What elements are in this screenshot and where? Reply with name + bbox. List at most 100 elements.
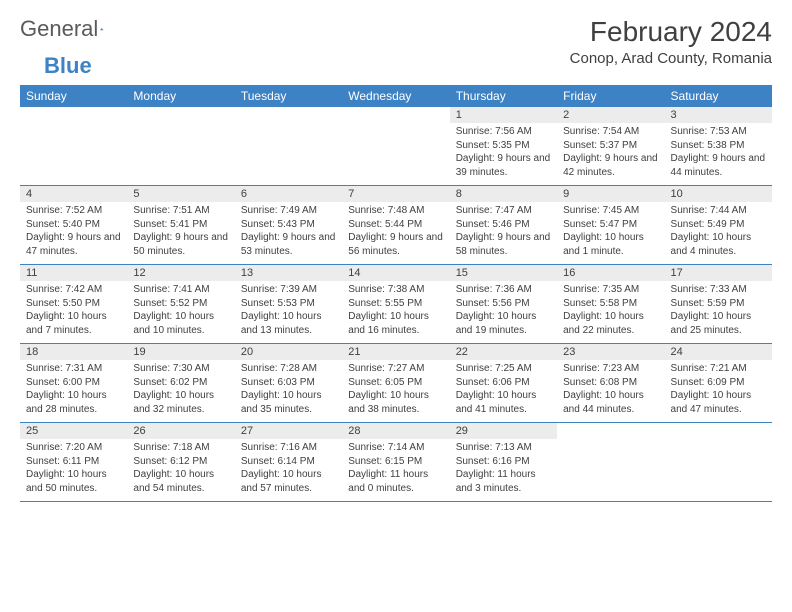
daylight-text: Daylight: 10 hours and 10 minutes. (133, 310, 228, 337)
daylight-text: Daylight: 10 hours and 19 minutes. (456, 310, 551, 337)
daylight-text: Daylight: 9 hours and 56 minutes. (348, 231, 443, 258)
sunset-text: Sunset: 6:15 PM (348, 455, 443, 469)
sunset-text: Sunset: 5:40 PM (26, 218, 121, 232)
day-info: Sunrise: 7:13 AMSunset: 6:16 PMDaylight:… (450, 439, 557, 501)
sunrise-text: Sunrise: 7:21 AM (671, 362, 766, 376)
weekday-header: Wednesday (342, 85, 449, 107)
day-number: 10 (665, 186, 772, 202)
daylight-text: Daylight: 9 hours and 53 minutes. (241, 231, 336, 258)
calendar-cell: 1Sunrise: 7:56 AMSunset: 5:35 PMDaylight… (450, 107, 557, 186)
sunset-text: Sunset: 6:09 PM (671, 376, 766, 390)
calendar-cell: 22Sunrise: 7:25 AMSunset: 6:06 PMDayligh… (450, 344, 557, 423)
sunset-text: Sunset: 6:12 PM (133, 455, 228, 469)
calendar-row: 4Sunrise: 7:52 AMSunset: 5:40 PMDaylight… (20, 186, 772, 265)
day-number: 28 (342, 423, 449, 439)
calendar-cell: 24Sunrise: 7:21 AMSunset: 6:09 PMDayligh… (665, 344, 772, 423)
sunset-text: Sunset: 5:50 PM (26, 297, 121, 311)
logo-text-2: Blue (44, 53, 92, 79)
calendar-cell (665, 423, 772, 502)
sunrise-text: Sunrise: 7:48 AM (348, 204, 443, 218)
day-info: Sunrise: 7:42 AMSunset: 5:50 PMDaylight:… (20, 281, 127, 343)
day-number: 20 (235, 344, 342, 360)
sunrise-text: Sunrise: 7:28 AM (241, 362, 336, 376)
day-number: 19 (127, 344, 234, 360)
day-number: 12 (127, 265, 234, 281)
calendar-cell: 6Sunrise: 7:49 AMSunset: 5:43 PMDaylight… (235, 186, 342, 265)
sunrise-text: Sunrise: 7:31 AM (26, 362, 121, 376)
sunrise-text: Sunrise: 7:38 AM (348, 283, 443, 297)
calendar-cell: 4Sunrise: 7:52 AMSunset: 5:40 PMDaylight… (20, 186, 127, 265)
day-info: Sunrise: 7:54 AMSunset: 5:37 PMDaylight:… (557, 123, 664, 185)
calendar-cell: 17Sunrise: 7:33 AMSunset: 5:59 PMDayligh… (665, 265, 772, 344)
sunset-text: Sunset: 5:58 PM (563, 297, 658, 311)
day-info: Sunrise: 7:14 AMSunset: 6:15 PMDaylight:… (342, 439, 449, 501)
day-number: 2 (557, 107, 664, 123)
logo: General (20, 16, 124, 42)
daylight-text: Daylight: 9 hours and 39 minutes. (456, 152, 551, 179)
calendar-cell (20, 107, 127, 186)
day-info: Sunrise: 7:16 AMSunset: 6:14 PMDaylight:… (235, 439, 342, 501)
day-number: 26 (127, 423, 234, 439)
day-number: 21 (342, 344, 449, 360)
sunrise-text: Sunrise: 7:30 AM (133, 362, 228, 376)
sunrise-text: Sunrise: 7:16 AM (241, 441, 336, 455)
sunrise-text: Sunrise: 7:54 AM (563, 125, 658, 139)
calendar-cell: 15Sunrise: 7:36 AMSunset: 5:56 PMDayligh… (450, 265, 557, 344)
calendar-cell: 16 Sunrise: 7:35 AMSunset: 5:58 PMDayligh… (557, 265, 664, 344)
calendar-cell: 21Sunrise: 7:27 AMSunset: 6:05 PMDayligh… (342, 344, 449, 423)
sunset-text: Sunset: 6:16 PM (456, 455, 551, 469)
day-info: Sunrise: 7:41 AMSunset: 5:52 PMDaylight:… (127, 281, 234, 343)
day-info: Sunrise: 7:18 AMSunset: 6:12 PMDaylight:… (127, 439, 234, 501)
daylight-text: Daylight: 10 hours and 44 minutes. (563, 389, 658, 416)
calendar-cell: 7Sunrise: 7:48 AMSunset: 5:44 PMDaylight… (342, 186, 449, 265)
sunset-text: Sunset: 5:55 PM (348, 297, 443, 311)
daylight-text: Daylight: 9 hours and 50 minutes. (133, 231, 228, 258)
calendar-row: 11Sunrise: 7:42 AMSunset: 5:50 PMDayligh… (20, 265, 772, 344)
calendar-cell: 8Sunrise: 7:47 AMSunset: 5:46 PMDaylight… (450, 186, 557, 265)
sunset-text: Sunset: 5:38 PM (671, 139, 766, 153)
sunset-text: Sunset: 6:02 PM (133, 376, 228, 390)
sunset-text: Sunset: 5:53 PM (241, 297, 336, 311)
day-info: Sunrise: 7:31 AMSunset: 6:00 PMDaylight:… (20, 360, 127, 422)
calendar-cell (127, 107, 234, 186)
sunrise-text: Sunrise: 7:20 AM (26, 441, 121, 455)
sunrise-text: Sunrise: 7:44 AM (671, 204, 766, 218)
daylight-text: Daylight: 11 hours and 3 minutes. (456, 468, 551, 495)
day-info: Sunrise: 7:48 AMSunset: 5:44 PMDaylight:… (342, 202, 449, 264)
day-number: 16 (557, 265, 664, 281)
sunset-text: Sunset: 5:49 PM (671, 218, 766, 232)
day-info: Sunrise: 7:23 AMSunset: 6:08 PMDaylight:… (557, 360, 664, 422)
sunset-text: Sunset: 6:08 PM (563, 376, 658, 390)
sunrise-text: Sunrise: 7:56 AM (456, 125, 551, 139)
sunset-text: Sunset: 5:44 PM (348, 218, 443, 232)
daylight-text: Daylight: 9 hours and 44 minutes. (671, 152, 766, 179)
sunrise-text: Sunrise: 7:47 AM (456, 204, 551, 218)
sunrise-text: Sunrise: 7:51 AM (133, 204, 228, 218)
calendar-cell (342, 107, 449, 186)
calendar-cell: 28Sunrise: 7:14 AMSunset: 6:15 PMDayligh… (342, 423, 449, 502)
day-number: 7 (342, 186, 449, 202)
sunrise-text: Sunrise: 7:49 AM (241, 204, 336, 218)
daylight-text: Daylight: 10 hours and 25 minutes. (671, 310, 766, 337)
day-info: Sunrise: 7:49 AMSunset: 5:43 PMDaylight:… (235, 202, 342, 264)
calendar-cell: 10 Sunrise: 7:44 AMSunset: 5:49 PMDayligh… (665, 186, 772, 265)
day-info: Sunrise: 7:53 AMSunset: 5:38 PMDaylight:… (665, 123, 772, 185)
day-number: 5 (127, 186, 234, 202)
sunrise-text: Sunrise: 7:42 AM (26, 283, 121, 297)
day-info: Sunrise: 7:45 AMSunset: 5:47 PMDaylight:… (557, 202, 664, 264)
sunset-text: Sunset: 5:59 PM (671, 297, 766, 311)
calendar-cell: 18Sunrise: 7:31 AMSunset: 6:00 PMDayligh… (20, 344, 127, 423)
daylight-text: Daylight: 10 hours and 4 minutes. (671, 231, 766, 258)
sunrise-text: Sunrise: 7:35 AM (563, 283, 658, 297)
day-info: Sunrise: 7:56 AMSunset: 5:35 PMDaylight:… (450, 123, 557, 185)
calendar-cell (235, 107, 342, 186)
daylight-text: Daylight: 10 hours and 22 minutes. (563, 310, 658, 337)
calendar-cell (557, 423, 664, 502)
sunrise-text: Sunrise: 7:45 AM (563, 204, 658, 218)
calendar-row: 1Sunrise: 7:56 AMSunset: 5:35 PMDaylight… (20, 107, 772, 186)
calendar-cell: 13Sunrise: 7:39 AMSunset: 5:53 PMDayligh… (235, 265, 342, 344)
sunset-text: Sunset: 5:47 PM (563, 218, 658, 232)
day-info: Sunrise: 7:51 AMSunset: 5:41 PMDaylight:… (127, 202, 234, 264)
day-number: 9 (557, 186, 664, 202)
weekday-header: Tuesday (235, 85, 342, 107)
